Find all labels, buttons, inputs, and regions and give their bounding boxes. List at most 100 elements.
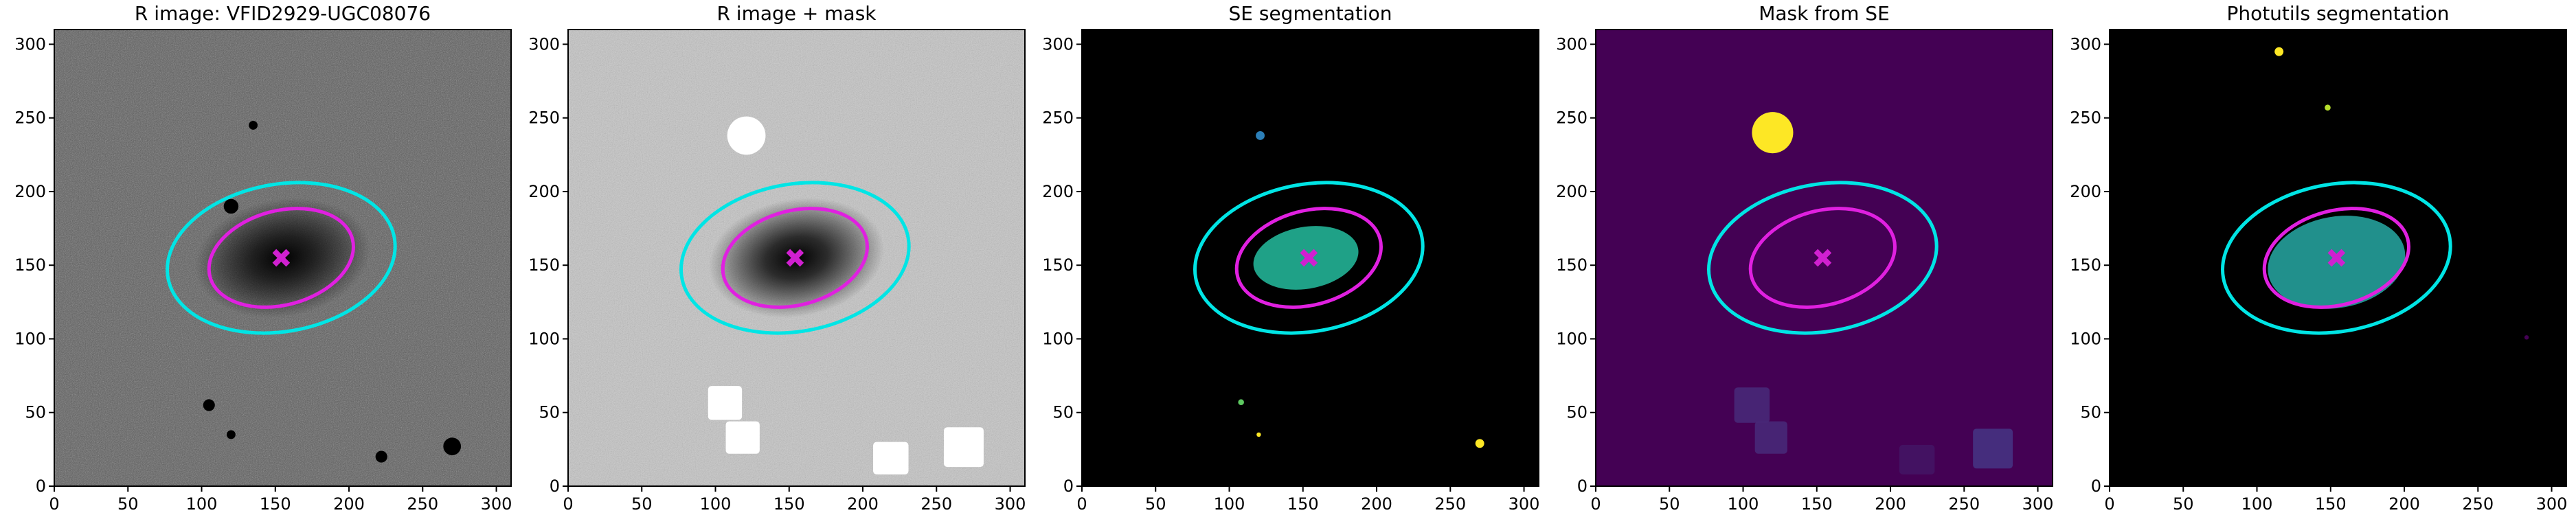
- x-tick-label: 0: [1590, 494, 1601, 514]
- x-tick-label: 200: [1875, 494, 1906, 514]
- source: [1475, 439, 1484, 448]
- y-tick-label: 250: [528, 108, 560, 128]
- source: [1256, 131, 1265, 140]
- center-marker: [786, 249, 804, 267]
- y-tick-label: 0: [36, 477, 46, 496]
- source: [1238, 399, 1244, 406]
- image-content: [568, 30, 1025, 486]
- panel: SE segmentation 0 50 100 150 200 250 300 0 50 100 1…: [1042, 2, 1539, 514]
- x-tick-label: 150: [260, 494, 291, 514]
- center-marker: [2327, 249, 2346, 267]
- panel: R image: VFID2929-UGC08076 0 50 100 150 200 25…: [14, 2, 512, 514]
- x-tick-label: 0: [1076, 494, 1087, 514]
- axes-frame: [54, 29, 512, 487]
- image-content: [54, 30, 511, 486]
- x-tick-label: 100: [700, 494, 732, 514]
- y-tick-label: 300: [528, 34, 560, 54]
- y-tick-label: 100: [1556, 329, 1588, 348]
- aperture-ellipse: [1707, 181, 1939, 335]
- y-tick-label: 300: [1556, 34, 1588, 54]
- mask-region: [873, 442, 909, 474]
- mask-region: [1734, 387, 1770, 423]
- x-tick-label: 50: [2173, 494, 2194, 514]
- aperture-ellipse: [1748, 207, 1897, 309]
- y-tick-label: 50: [25, 403, 46, 422]
- x-tick-label: 250: [1948, 494, 1980, 514]
- y-tick-label: 250: [14, 108, 46, 128]
- panel: Photutils segmentation 0 50 100 150 200 250 300…: [2070, 2, 2567, 514]
- source: [223, 198, 239, 214]
- y-tick-label: 50: [1052, 403, 1074, 422]
- image-content: [1707, 112, 2013, 474]
- center-marker: [272, 249, 291, 267]
- center-marker: [1300, 249, 1318, 267]
- y-tick-label: 200: [1042, 182, 1074, 201]
- aperture-ellipse: [2262, 207, 2410, 309]
- x-tick-label: 300: [995, 494, 1026, 514]
- y-tick-label: 0: [550, 477, 560, 496]
- x-tick-label: 250: [1434, 494, 1466, 514]
- x-tick-label: 250: [2462, 494, 2494, 514]
- source: [2325, 104, 2331, 111]
- x-tick-label: 100: [2241, 494, 2273, 514]
- x-tick-label: 250: [920, 494, 952, 514]
- y-tick-label: 50: [539, 403, 560, 422]
- source: [1256, 432, 1261, 437]
- x-tick-label: 300: [2022, 494, 2054, 514]
- y-tick-label: 100: [14, 329, 46, 348]
- panel-title: Photutils segmentation: [2226, 2, 2449, 25]
- y-tick-label: 100: [2070, 329, 2101, 348]
- source: [727, 116, 766, 155]
- panel-title: R image + mask: [716, 2, 877, 25]
- x-tick-label: 100: [186, 494, 218, 514]
- x-tick-label: 250: [407, 494, 438, 514]
- x-tick-label: 300: [2536, 494, 2568, 514]
- x-tick-label: 300: [481, 494, 512, 514]
- x-tick-label: 300: [1509, 494, 1540, 514]
- panel-title: Mask from SE: [1759, 2, 1890, 25]
- axes-frame: [1595, 29, 2053, 487]
- y-tick-label: 0: [1063, 477, 1074, 496]
- mask-region: [725, 421, 760, 454]
- y-tick-label: 300: [2070, 34, 2101, 54]
- y-tick-label: 150: [2070, 255, 2101, 275]
- aperture-ellipse: [166, 181, 397, 335]
- image-content: [2221, 47, 2529, 340]
- y-tick-label: 0: [2091, 477, 2101, 496]
- panel-title: R image: VFID2929-UGC08076: [135, 2, 431, 25]
- mask-region: [708, 386, 743, 420]
- mask-region: [1973, 428, 2013, 469]
- x-tick-label: 0: [2104, 494, 2114, 514]
- x-tick-label: 200: [1361, 494, 1392, 514]
- x-tick-label: 50: [1659, 494, 1680, 514]
- aperture-ellipse: [2221, 181, 2452, 335]
- axes-frame: [1081, 29, 1539, 487]
- y-tick-label: 100: [528, 329, 560, 348]
- y-tick-label: 250: [1042, 108, 1074, 128]
- y-tick-label: 50: [1566, 403, 1588, 422]
- mask-region: [1754, 421, 1787, 454]
- mask-region: [1899, 444, 1935, 474]
- y-tick-label: 200: [14, 182, 46, 201]
- panel: Mask from SE 0 50 100 150 200 250 300 0 50 100 150 2…: [1556, 2, 2053, 514]
- x-tick-label: 200: [847, 494, 879, 514]
- source: [443, 437, 462, 455]
- y-tick-label: 250: [2070, 108, 2101, 128]
- x-tick-label: 0: [49, 494, 59, 514]
- x-tick-label: 0: [563, 494, 573, 514]
- x-tick-label: 200: [2388, 494, 2420, 514]
- x-tick-label: 100: [1214, 494, 1245, 514]
- y-tick-label: 300: [1042, 34, 1074, 54]
- y-tick-label: 100: [1042, 329, 1074, 348]
- aperture-ellipse: [679, 181, 911, 335]
- y-tick-label: 150: [1556, 255, 1588, 275]
- x-tick-label: 50: [1145, 494, 1166, 514]
- aperture-ellipse: [1193, 181, 1425, 335]
- mask-region: [944, 427, 984, 468]
- source: [249, 121, 258, 130]
- aperture-ellipse: [1234, 207, 1383, 309]
- x-tick-label: 150: [1801, 494, 1833, 514]
- source: [203, 399, 215, 411]
- source: [2274, 47, 2284, 56]
